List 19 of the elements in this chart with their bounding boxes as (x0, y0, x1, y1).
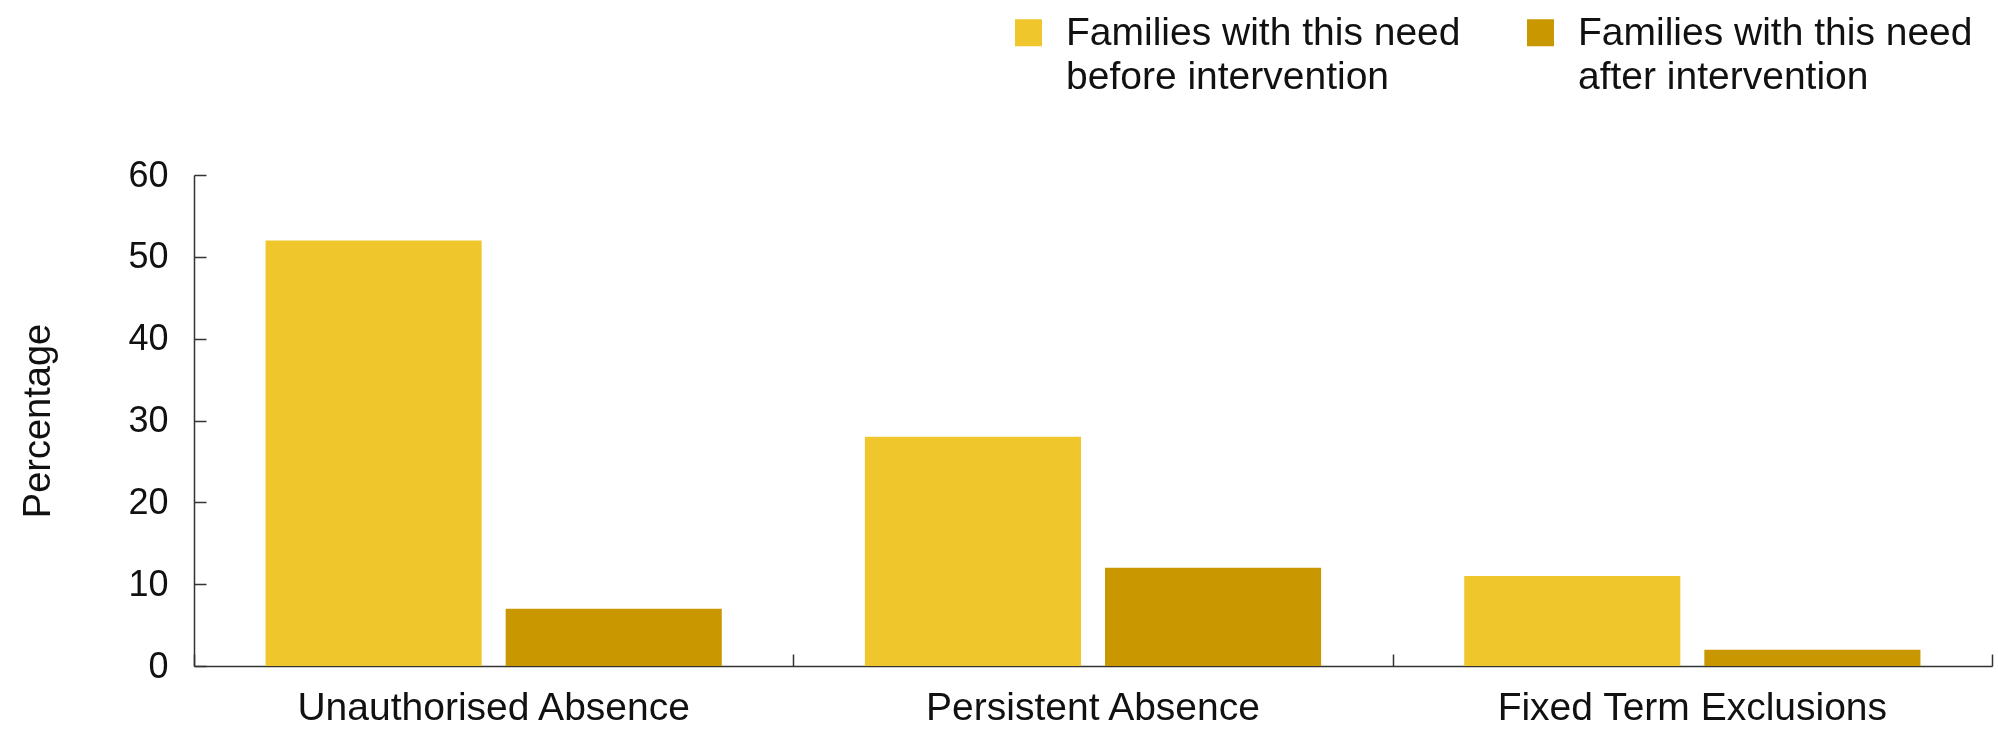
legend-label: Families with this need before intervention (1066, 9, 1461, 97)
y-tick-label: 40 (128, 317, 169, 359)
bar (505, 608, 722, 666)
y-tick-label: 0 (148, 644, 169, 686)
bar (1105, 567, 1322, 666)
bar (1464, 575, 1681, 666)
x-tick-label: Persistent Absence (926, 684, 1260, 728)
y-tick-label: 30 (128, 399, 169, 440)
y-tick-label: 60 (128, 153, 169, 195)
y-axis-title: Percentage (16, 323, 59, 519)
legend-label: Families with this need after intervention (1578, 9, 1973, 97)
y-tick-label: 20 (128, 480, 169, 522)
y-tick-label: 10 (128, 562, 169, 604)
y-tick-label: 50 (128, 235, 169, 277)
x-tick-label: Fixed Term Exclusions (1497, 684, 1888, 728)
bar (1704, 649, 1921, 666)
x-tick-label: Unauthorised Absence (297, 684, 690, 728)
bar (265, 240, 482, 666)
bar (864, 436, 1081, 666)
